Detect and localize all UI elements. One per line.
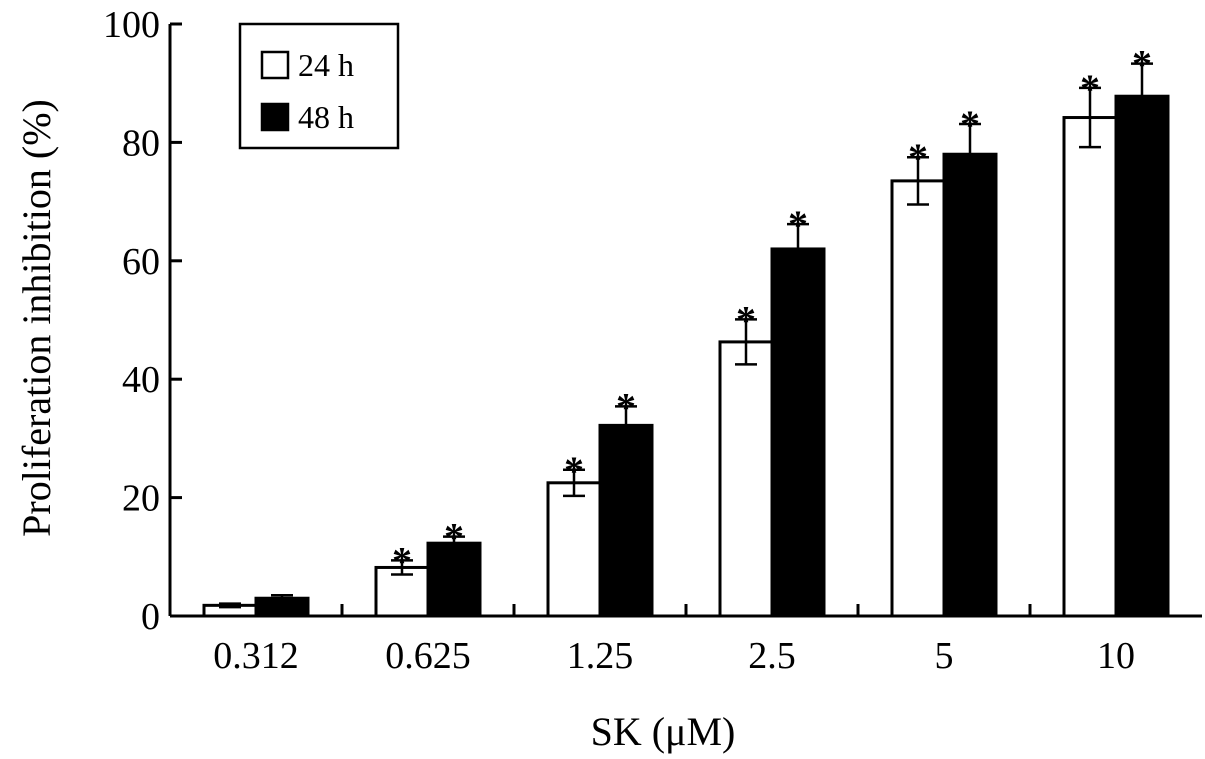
significance-mark: * [564,448,584,493]
legend-label-48h: 48 h [298,99,354,135]
y-axis-title: Proliferation inhibition (%) [14,99,59,537]
bar-48h [598,423,654,618]
bar-24h [718,340,774,618]
error-bar [391,559,413,576]
bars: * * * * * * * * * * [202,42,1170,618]
x-axis-ticks: 0.312 0.625 1.25 2.5 5 10 [213,604,1135,677]
significance-mark: * [1080,66,1100,111]
error-bar [735,318,757,366]
bar-48h [770,247,826,618]
error-bar [563,468,585,498]
x-tick-label: 1.25 [567,635,634,677]
y-tick-label: 0 [141,596,160,638]
y-tick-label: 100 [103,4,160,46]
x-axis-title: SK (μM) [591,709,736,754]
error-bar [787,222,809,276]
bar-48h [1114,94,1170,618]
significance-mark: * [736,297,756,342]
significance-mark: * [788,202,808,247]
bar-24h [546,481,602,618]
significance-mark: * [392,538,412,583]
y-axis-ticks: 0 20 40 60 80 100 [103,4,182,638]
x-tick-label: 2.5 [748,635,796,677]
legend-label-24h: 24 h [298,47,354,83]
y-tick-label: 60 [122,241,160,283]
significance-mark: * [616,384,636,429]
error-bar [1079,86,1101,149]
significance-mark: * [908,135,928,180]
error-bar [1131,62,1153,131]
y-tick-label: 80 [122,122,160,164]
x-tick-label: 10 [1097,635,1135,677]
error-bar [219,602,241,609]
bar-24h [890,179,946,618]
x-tick-label: 0.312 [213,635,299,677]
x-tick-label: 5 [935,635,954,677]
bar-48h [942,152,998,618]
significance-mark: * [444,515,464,560]
error-bar [959,122,981,186]
significance-mark: * [1132,42,1152,87]
legend: 24 h 48 h [238,22,400,150]
error-bar [615,405,637,446]
bar-24h [1062,116,1118,618]
y-tick-label: 40 [122,359,160,401]
legend-swatch-48h [260,102,290,132]
axes [168,24,1202,618]
y-tick-label: 20 [122,478,160,520]
significance-mark: * [960,102,980,147]
x-tick-label: 0.625 [385,635,471,677]
error-bar [443,535,465,551]
legend-swatch-24h [260,50,290,80]
error-bar [907,155,929,206]
legend-frame [238,22,400,150]
error-bar [271,594,293,603]
